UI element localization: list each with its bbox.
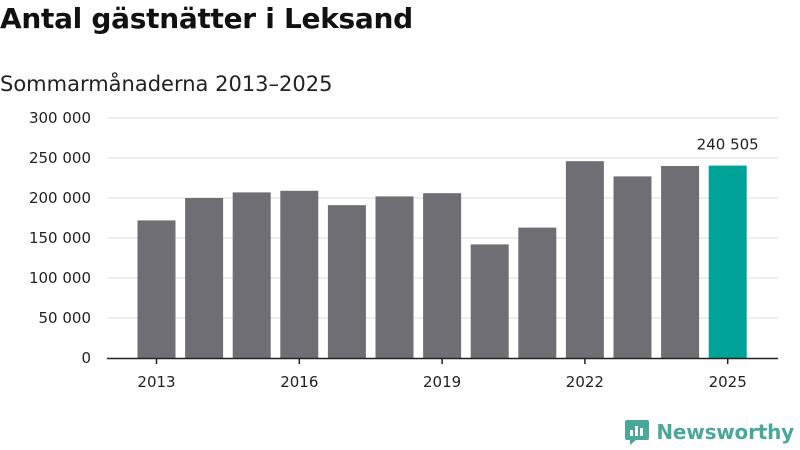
bar [280, 190, 319, 358]
bar [518, 227, 557, 358]
bar [185, 198, 224, 358]
bar [327, 205, 366, 358]
brand-name: Newsworthy [656, 420, 794, 444]
bar-highlight [708, 165, 747, 358]
y-tick-label: 100 000 [29, 269, 91, 287]
y-tick-label: 200 000 [29, 189, 91, 207]
y-tick-label: 250 000 [29, 149, 91, 167]
bar [613, 176, 652, 358]
chart-title: Antal gästnätter i Leksand [0, 2, 413, 35]
bar [232, 192, 271, 358]
x-tick-label: 2013 [137, 373, 175, 391]
bar [470, 244, 509, 358]
chart-subtitle: Sommarmånaderna 2013–2025 [0, 72, 333, 96]
x-tick-label: 2016 [280, 373, 318, 391]
data-label: 240 505 [697, 136, 759, 154]
x-tick-label: 2019 [423, 373, 461, 391]
y-tick-label: 50 000 [39, 309, 92, 327]
y-tick-label: 0 [81, 349, 91, 367]
bar [661, 166, 700, 358]
bar [375, 196, 414, 358]
x-tick-label: 2022 [566, 373, 604, 391]
brand-logo: Newsworthy [624, 418, 794, 446]
newsworthy-logo-icon [625, 420, 650, 445]
bar [423, 193, 462, 358]
y-tick-label: 150 000 [29, 229, 91, 247]
x-tick-label: 2025 [709, 373, 747, 391]
bar [137, 220, 176, 358]
bar [565, 161, 604, 358]
y-tick-label: 300 000 [29, 109, 91, 127]
